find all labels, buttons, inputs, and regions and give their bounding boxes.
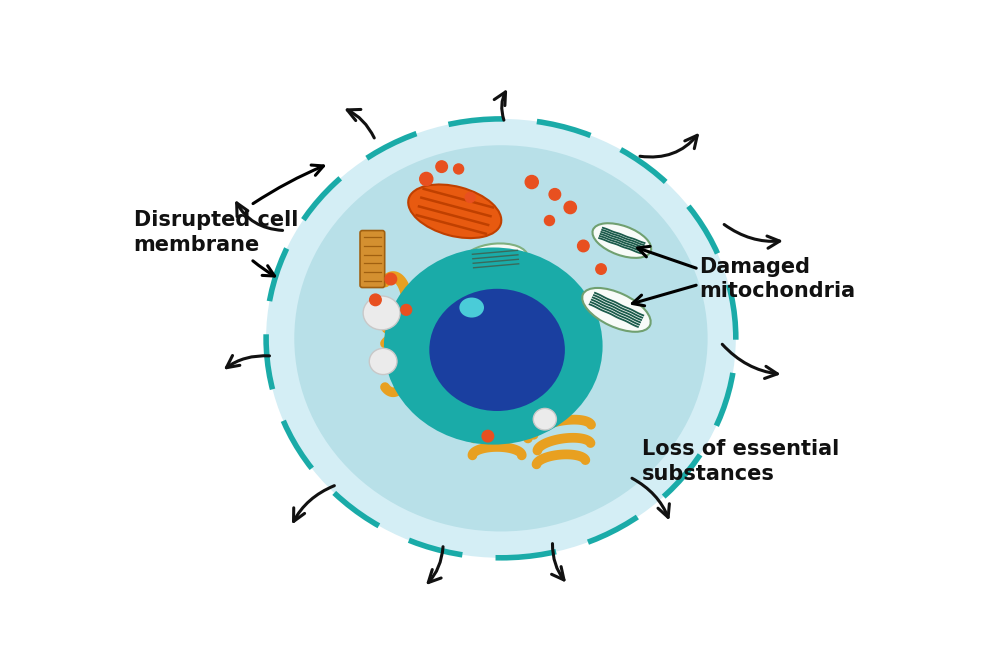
Ellipse shape xyxy=(533,409,556,430)
Circle shape xyxy=(454,164,464,174)
Ellipse shape xyxy=(384,247,603,445)
Ellipse shape xyxy=(592,223,651,258)
Circle shape xyxy=(370,294,381,306)
Ellipse shape xyxy=(463,243,528,275)
Circle shape xyxy=(465,192,475,202)
Text: Loss of essential
substances: Loss of essential substances xyxy=(642,439,839,484)
Circle shape xyxy=(401,304,412,316)
Circle shape xyxy=(436,161,447,172)
FancyBboxPatch shape xyxy=(360,230,385,287)
Circle shape xyxy=(578,240,589,252)
Ellipse shape xyxy=(363,296,400,330)
Circle shape xyxy=(385,273,397,285)
Circle shape xyxy=(544,216,554,226)
Text: Damaged
mitochondria: Damaged mitochondria xyxy=(699,257,855,302)
Ellipse shape xyxy=(294,145,708,531)
Circle shape xyxy=(549,188,561,200)
Circle shape xyxy=(525,176,538,188)
Ellipse shape xyxy=(582,288,651,332)
Ellipse shape xyxy=(266,119,736,558)
Ellipse shape xyxy=(429,289,565,411)
Circle shape xyxy=(420,172,433,186)
Circle shape xyxy=(482,430,494,442)
Ellipse shape xyxy=(408,184,501,238)
Text: Disrupted cell
membrane: Disrupted cell membrane xyxy=(134,210,298,255)
Circle shape xyxy=(564,201,576,214)
Ellipse shape xyxy=(459,297,484,318)
Ellipse shape xyxy=(369,348,397,375)
Circle shape xyxy=(596,264,606,274)
